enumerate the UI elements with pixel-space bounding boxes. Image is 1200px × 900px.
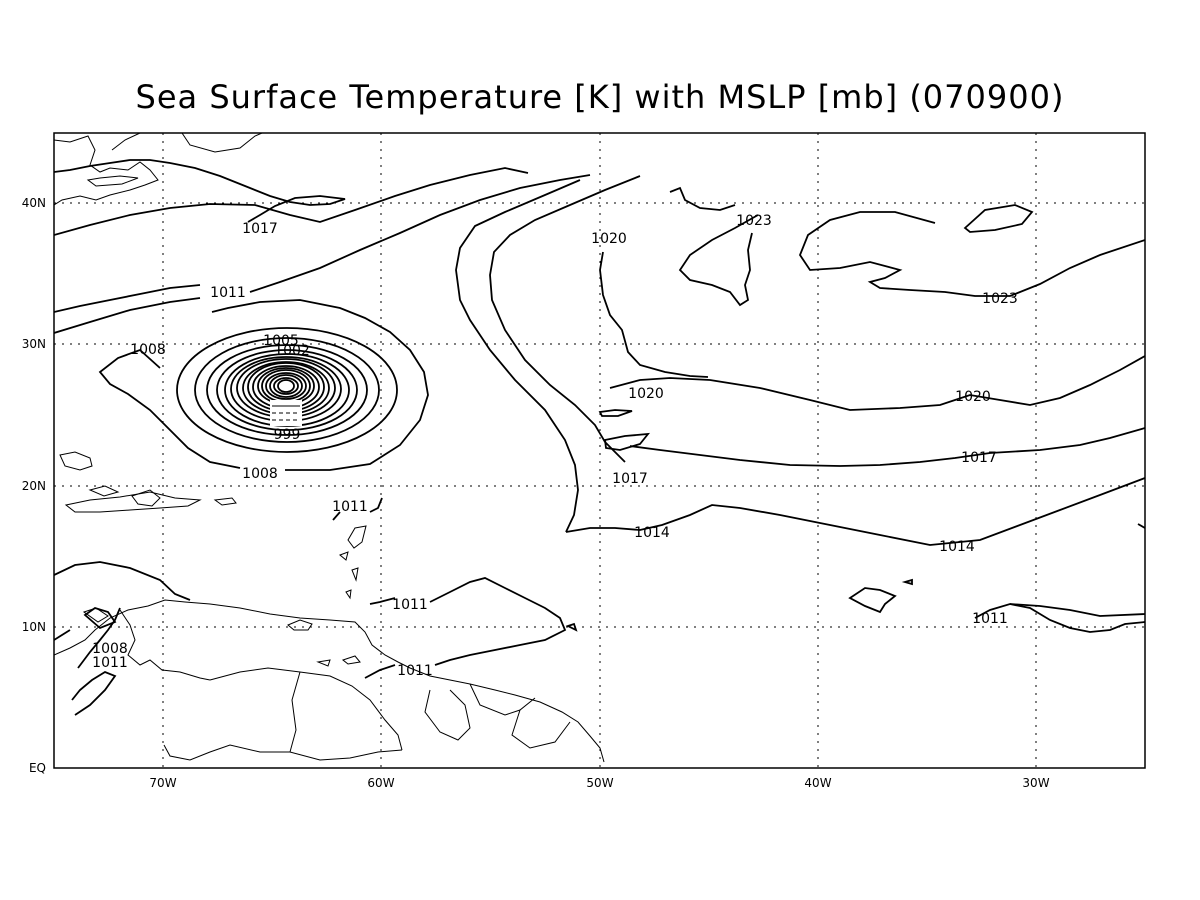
isobar-label: 1008 bbox=[242, 466, 278, 482]
isobar-label: 1017 bbox=[612, 471, 648, 487]
y-tick-eq: EQ bbox=[29, 761, 46, 775]
y-axis-ticks: 40N 30N 20N 10N EQ bbox=[22, 196, 46, 775]
x-axis-ticks: 70W 60W 50W 40W 30W bbox=[149, 776, 1049, 790]
x-tick-30w: 30W bbox=[1022, 776, 1049, 790]
isobar-label: 1011 bbox=[92, 655, 128, 671]
map-title: Sea Surface Temperature [K] with MSLP [m… bbox=[135, 78, 1065, 116]
isobar-label: 1023 bbox=[736, 213, 772, 229]
graticule bbox=[54, 133, 1145, 768]
isobar-label: 1011 bbox=[210, 285, 246, 301]
isobar-label: 1011 bbox=[397, 663, 433, 679]
isobar-label: 1011 bbox=[332, 499, 368, 515]
isobar-labels: 1017 1011 1008 1005 1002 999 1008 1011 1… bbox=[92, 213, 1018, 679]
y-tick-10n: 10N bbox=[22, 620, 46, 634]
y-tick-20n: 20N bbox=[22, 479, 46, 493]
isobar-label: 1008 bbox=[92, 641, 128, 657]
x-tick-40w: 40W bbox=[804, 776, 831, 790]
isobar-label: 1017 bbox=[242, 221, 278, 237]
isobar-label: 1014 bbox=[939, 539, 975, 555]
isobar-label: 1020 bbox=[628, 386, 664, 402]
x-tick-70w: 70W bbox=[149, 776, 176, 790]
isobar-label: 1002 bbox=[274, 343, 310, 359]
x-tick-50w: 50W bbox=[586, 776, 613, 790]
x-tick-60w: 60W bbox=[367, 776, 394, 790]
isobar-label: 1011 bbox=[972, 611, 1008, 627]
isobars bbox=[54, 159, 1145, 716]
isobar-label: 1011 bbox=[392, 597, 428, 613]
isobar-label: 999 bbox=[274, 427, 301, 443]
isobar-label: 1014 bbox=[634, 525, 670, 541]
isobar-label: 1023 bbox=[982, 291, 1018, 307]
isobar-label: 1008 bbox=[130, 342, 166, 358]
isobar-label: 1005 bbox=[263, 333, 299, 349]
isobar-label: 1017 bbox=[961, 450, 997, 466]
isobar-label: 1020 bbox=[591, 231, 627, 247]
coastlines bbox=[54, 133, 605, 763]
plot-frame bbox=[53, 132, 1146, 769]
y-tick-30n: 30N bbox=[22, 337, 46, 351]
y-tick-40n: 40N bbox=[22, 196, 46, 210]
isobar-label: 1020 bbox=[955, 389, 991, 405]
